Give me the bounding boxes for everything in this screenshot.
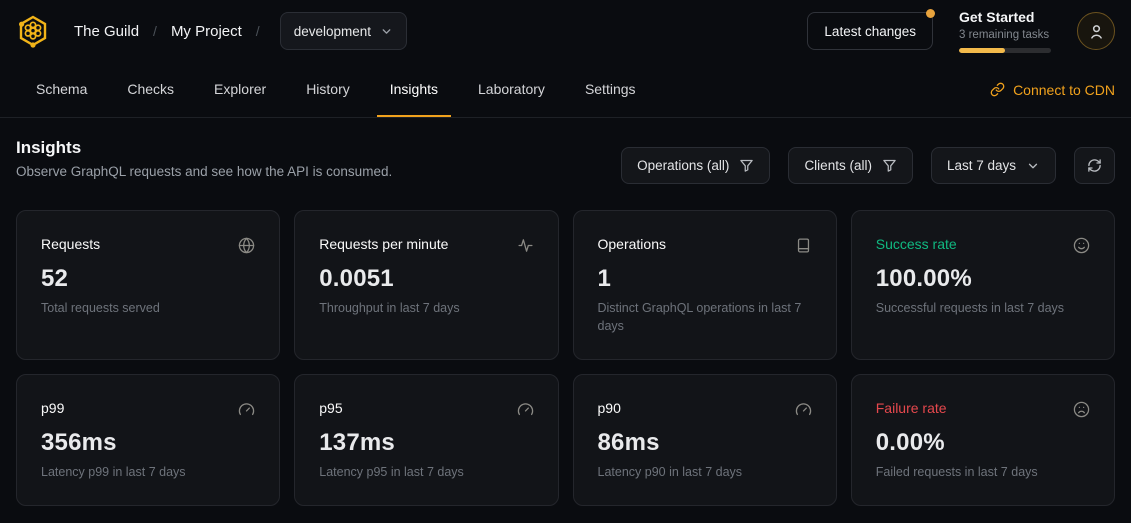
tab-label: Explorer (214, 80, 267, 97)
activity-icon (517, 237, 534, 254)
insights-page: Insights Observe GraphQL requests and se… (0, 118, 1131, 507)
card-description: Latency p95 in last 7 days (319, 465, 464, 480)
breadcrumb-separator: / (153, 23, 157, 39)
gauge-icon (795, 401, 812, 418)
stat-card: Success rate 100.00% Successful requests… (850, 210, 1115, 361)
card-title: Requests per minute (319, 236, 449, 252)
top-header: The Guild / My Project / development Lat… (0, 0, 1131, 62)
tab-settings[interactable]: Settings (572, 62, 649, 117)
breadcrumb-project[interactable]: My Project (170, 22, 242, 40)
get-started-progressbar (959, 47, 1051, 53)
person-icon (1088, 23, 1105, 40)
card-title: Requests (41, 236, 101, 252)
refresh-icon (1087, 158, 1102, 173)
tab-checks[interactable]: Checks (114, 62, 187, 117)
chevron-down-icon (380, 25, 393, 38)
book-icon (795, 237, 812, 254)
stat-card: Failure rate 0.00% Failed requests in la… (850, 374, 1115, 507)
stat-card: p95 137ms Latency p95 in last 7 days (294, 374, 559, 507)
tab-label: Schema (36, 80, 88, 97)
card-description: Latency p90 in last 7 days (597, 465, 743, 480)
notification-dot-icon (926, 9, 935, 18)
breadcrumb-org[interactable]: The Guild (74, 22, 140, 40)
tab-history[interactable]: History (293, 62, 363, 117)
chevron-down-icon (1026, 159, 1040, 173)
header-actions: Latest changes Get Started 3 remaining t… (807, 9, 1115, 53)
tab-laboratory[interactable]: Laboratory (465, 62, 558, 117)
refresh-button[interactable] (1074, 147, 1115, 184)
stat-card: p90 86ms Latency p90 in last 7 days (572, 374, 837, 507)
period-select[interactable]: Last 7 days (930, 147, 1056, 184)
target-selector[interactable]: development (279, 12, 407, 50)
card-description: Total requests served (41, 301, 160, 315)
card-title: Success rate (875, 236, 957, 252)
filter-icon (739, 158, 754, 173)
operations-filter-button[interactable]: Operations (all) (621, 147, 771, 184)
card-value: 137ms (319, 429, 395, 457)
user-avatar[interactable] (1077, 12, 1115, 50)
card-value: 100.00% (875, 265, 972, 292)
get-started-progress-fill (959, 47, 1005, 53)
filter-icon (882, 158, 897, 173)
operations-filter-label: Operations (all) (637, 158, 730, 173)
page-title: Insights (16, 138, 82, 157)
card-title: p95 (319, 400, 343, 417)
project-nav: Schema Checks Explorer History Insights … (0, 62, 1131, 118)
stat-card: Requests 52 Total requests served (16, 210, 281, 361)
card-value: 0.00% (875, 429, 945, 457)
tab-label: Insights (389, 80, 438, 97)
frown-icon (1073, 401, 1090, 418)
card-title: Failure rate (875, 400, 947, 417)
gauge-icon (517, 401, 534, 418)
get-started-title: Get Started (959, 9, 1035, 26)
connect-to-cdn-label: Connect to CDN (1013, 81, 1115, 98)
card-description: Throughput in last 7 days (319, 301, 460, 315)
tab-label: Settings (584, 80, 636, 97)
stats-grid: Requests 52 Total requests served Reques… (16, 210, 1115, 507)
latest-changes-button[interactable]: Latest changes (807, 9, 935, 50)
target-selector-value: development (293, 23, 371, 39)
card-value: 356ms (41, 429, 117, 457)
get-started-widget[interactable]: Get Started 3 remaining tasks (959, 9, 1051, 53)
latest-changes-label: Latest changes (824, 23, 916, 39)
tab-insights[interactable]: Insights (376, 62, 451, 117)
clients-filter-button[interactable]: Clients (all) (788, 147, 913, 184)
globe-icon (238, 237, 255, 254)
card-description: Distinct GraphQL operations in last 7 da… (597, 301, 802, 334)
card-value: 1 (597, 265, 612, 292)
page-subtitle: Observe GraphQL requests and see how the… (16, 164, 393, 179)
card-description: Latency p99 in last 7 days (41, 465, 186, 480)
stat-card: Operations 1 Distinct GraphQL operations… (572, 210, 837, 361)
card-value: 52 (41, 265, 69, 292)
card-description: Successful requests in last 7 days (875, 301, 1065, 315)
card-value: 86ms (597, 429, 660, 457)
card-title: Operations (597, 236, 666, 252)
tab-explorer[interactable]: Explorer (201, 62, 279, 117)
gauge-icon (238, 401, 255, 418)
clients-filter-label: Clients (all) (804, 158, 872, 173)
tab-label: History (306, 80, 350, 97)
card-description: Failed requests in last 7 days (875, 465, 1038, 480)
stat-card: p99 356ms Latency p99 in last 7 days (16, 374, 281, 507)
hive-logo-icon[interactable] (16, 14, 50, 48)
filter-controls: Operations (all) Clients (all) Last 7 da… (621, 138, 1115, 184)
page-heading: Insights Observe GraphQL requests and se… (16, 138, 392, 179)
nav-tabs: Schema Checks Explorer History Insights … (16, 62, 656, 117)
tab-label: Checks (127, 80, 175, 97)
connect-to-cdn-link[interactable]: Connect to CDN (990, 62, 1115, 117)
tab-label: Laboratory (478, 80, 545, 97)
smile-icon (1073, 237, 1090, 254)
tab-schema[interactable]: Schema (23, 62, 100, 117)
breadcrumb-separator: / (255, 23, 260, 39)
stat-card: Requests per minute 0.0051 Throughput in… (294, 210, 559, 361)
link-icon (990, 82, 1005, 97)
card-title: p90 (597, 400, 621, 417)
card-value: 0.0051 (319, 265, 394, 292)
get-started-subtitle: 3 remaining tasks (959, 28, 1050, 41)
card-title: p99 (41, 400, 65, 417)
period-select-value: Last 7 days (946, 158, 1016, 173)
breadcrumb: The Guild / My Project / development (16, 12, 407, 50)
